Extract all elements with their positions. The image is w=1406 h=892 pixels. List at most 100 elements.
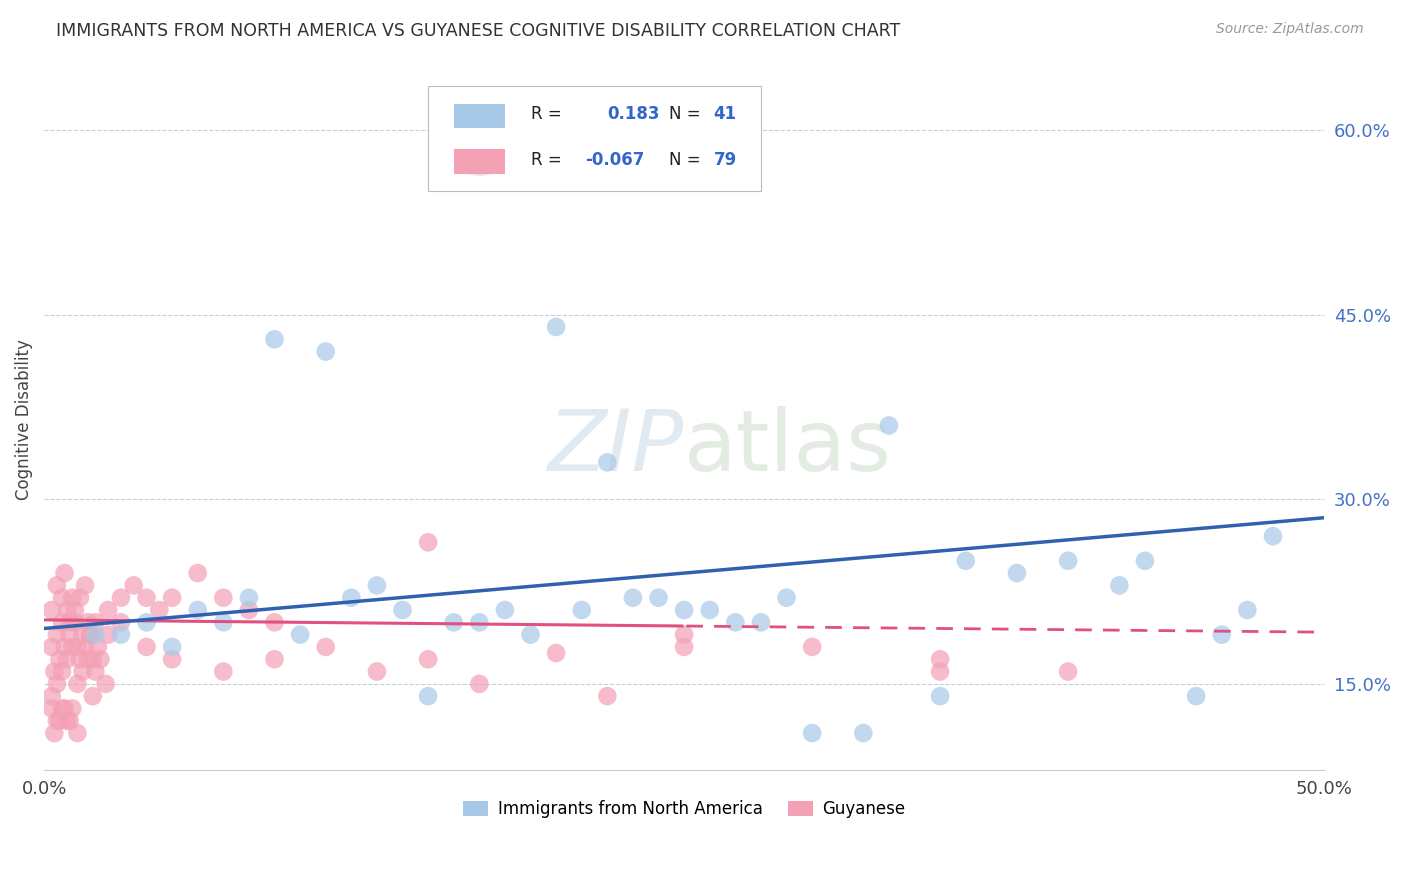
Text: -0.067: -0.067 bbox=[585, 151, 645, 169]
Text: 41: 41 bbox=[714, 105, 737, 123]
Point bbox=[79, 627, 101, 641]
Point bbox=[66, 677, 89, 691]
Point bbox=[263, 332, 285, 346]
Point bbox=[44, 726, 66, 740]
Point bbox=[110, 627, 132, 641]
Point bbox=[84, 627, 107, 641]
Point bbox=[84, 665, 107, 679]
Point bbox=[63, 615, 86, 630]
Point bbox=[41, 603, 63, 617]
Point bbox=[366, 578, 388, 592]
Text: R =: R = bbox=[530, 151, 561, 169]
Point bbox=[1057, 665, 1080, 679]
Point bbox=[1133, 554, 1156, 568]
Point bbox=[212, 665, 235, 679]
Point bbox=[673, 603, 696, 617]
Point bbox=[51, 615, 73, 630]
Point bbox=[621, 591, 644, 605]
Point bbox=[41, 701, 63, 715]
Point bbox=[60, 701, 83, 715]
Point bbox=[212, 615, 235, 630]
Point bbox=[51, 701, 73, 715]
Point bbox=[212, 591, 235, 605]
Point bbox=[45, 714, 67, 728]
Text: N =: N = bbox=[669, 105, 700, 123]
Point bbox=[56, 603, 79, 617]
Point bbox=[263, 652, 285, 666]
Point bbox=[929, 689, 952, 703]
Point bbox=[60, 591, 83, 605]
Point bbox=[56, 714, 79, 728]
Point bbox=[72, 627, 94, 641]
Point bbox=[135, 615, 157, 630]
Point bbox=[84, 615, 107, 630]
Point bbox=[53, 640, 76, 654]
Point bbox=[48, 714, 70, 728]
Point bbox=[87, 640, 110, 654]
Point bbox=[76, 615, 98, 630]
Legend: Immigrants from North America, Guyanese: Immigrants from North America, Guyanese bbox=[456, 794, 912, 825]
Point bbox=[97, 603, 120, 617]
Point bbox=[546, 320, 568, 334]
Point bbox=[69, 591, 91, 605]
FancyBboxPatch shape bbox=[427, 86, 761, 191]
Point bbox=[160, 652, 183, 666]
Point bbox=[76, 652, 98, 666]
Point bbox=[51, 665, 73, 679]
Point bbox=[443, 615, 465, 630]
Point bbox=[801, 726, 824, 740]
Point bbox=[160, 591, 183, 605]
Point bbox=[1005, 566, 1028, 580]
Point bbox=[775, 591, 797, 605]
Point bbox=[59, 714, 82, 728]
Point bbox=[1261, 529, 1284, 543]
Point bbox=[41, 640, 63, 654]
Point bbox=[75, 640, 97, 654]
Text: Source: ZipAtlas.com: Source: ZipAtlas.com bbox=[1216, 22, 1364, 37]
Text: 79: 79 bbox=[714, 151, 737, 169]
Point bbox=[596, 455, 619, 469]
Point bbox=[89, 652, 111, 666]
Point bbox=[699, 603, 721, 617]
Point bbox=[72, 665, 94, 679]
Point bbox=[391, 603, 413, 617]
Point bbox=[238, 591, 260, 605]
Text: N =: N = bbox=[669, 151, 700, 169]
Point bbox=[51, 591, 73, 605]
Point bbox=[263, 615, 285, 630]
Point bbox=[160, 640, 183, 654]
Text: 0.183: 0.183 bbox=[607, 105, 659, 123]
Point bbox=[82, 689, 104, 703]
Point bbox=[187, 603, 209, 617]
Point bbox=[340, 591, 363, 605]
Point bbox=[41, 689, 63, 703]
Point bbox=[59, 627, 82, 641]
Point bbox=[56, 652, 79, 666]
Point bbox=[929, 665, 952, 679]
Point bbox=[366, 665, 388, 679]
Point bbox=[571, 603, 593, 617]
Point bbox=[82, 652, 104, 666]
Point bbox=[416, 652, 439, 666]
Point bbox=[673, 640, 696, 654]
Point bbox=[749, 615, 772, 630]
Point bbox=[1057, 554, 1080, 568]
Point bbox=[955, 554, 977, 568]
Point bbox=[48, 652, 70, 666]
Circle shape bbox=[457, 151, 502, 176]
Point bbox=[315, 344, 337, 359]
Point bbox=[238, 603, 260, 617]
Point bbox=[45, 677, 67, 691]
Point bbox=[1185, 689, 1208, 703]
Point bbox=[53, 701, 76, 715]
Point bbox=[852, 726, 875, 740]
Point bbox=[596, 689, 619, 703]
Point bbox=[647, 591, 669, 605]
Point bbox=[110, 615, 132, 630]
Point bbox=[110, 591, 132, 605]
Point bbox=[1211, 627, 1233, 641]
Point bbox=[724, 615, 747, 630]
Point bbox=[288, 627, 311, 641]
Point bbox=[45, 627, 67, 641]
Point bbox=[79, 627, 101, 641]
